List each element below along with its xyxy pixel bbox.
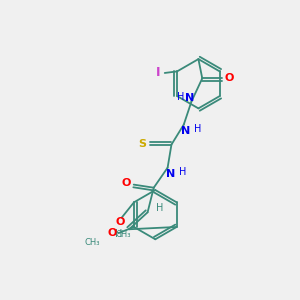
Text: CH₃: CH₃ xyxy=(116,230,131,239)
Text: CH₃: CH₃ xyxy=(85,238,100,247)
Text: H: H xyxy=(115,229,122,239)
Text: O: O xyxy=(224,73,234,82)
Text: O: O xyxy=(121,178,131,188)
Text: S: S xyxy=(138,139,146,149)
Text: I: I xyxy=(156,67,161,80)
Text: H: H xyxy=(194,124,201,134)
Text: O: O xyxy=(108,228,117,238)
Text: O: O xyxy=(116,217,125,227)
Text: N: N xyxy=(185,93,195,103)
Text: H: H xyxy=(177,92,184,102)
Text: H: H xyxy=(179,167,187,177)
Text: H: H xyxy=(156,203,164,213)
Text: N: N xyxy=(181,126,190,136)
Text: N: N xyxy=(166,169,175,179)
